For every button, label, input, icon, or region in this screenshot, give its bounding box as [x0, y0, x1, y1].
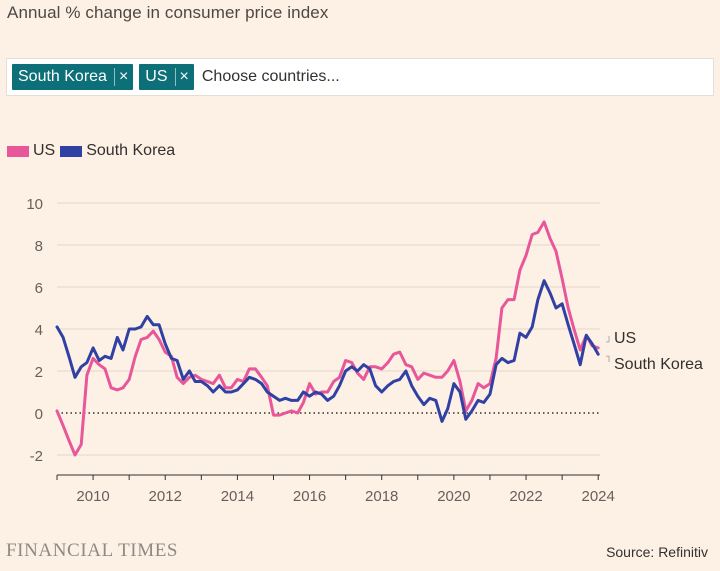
series-line-south-korea — [55, 279, 600, 423]
x-tick-label: 2012 — [149, 488, 182, 505]
y-tick-label: 8 — [35, 238, 43, 255]
country-selector[interactable]: South Korea × US × — [6, 58, 714, 96]
ft-logo: FINANCIAL TIMES — [6, 540, 179, 561]
x-tick-label: 2022 — [509, 488, 542, 505]
x-tick-label: 2016 — [293, 488, 326, 505]
line-chart: 10 8 6 4 2 0 -2 2010 2012 2014 2016 2018 2020 2022 202… — [26, 196, 703, 505]
x-tick-label: 2024 — [582, 488, 615, 505]
end-label-connector-south-korea — [606, 355, 610, 362]
legend-swatch-south-korea — [60, 145, 83, 157]
country-search-input[interactable] — [199, 68, 500, 86]
legend-item-us: US — [7, 142, 55, 160]
chip-separator — [174, 68, 176, 86]
source-note: Source: Refinitiv — [606, 544, 708, 560]
x-tick-label: 2020 — [437, 488, 470, 505]
chip-south-korea[interactable]: South Korea × — [12, 64, 134, 90]
y-tick-label: 2 — [35, 364, 43, 381]
y-tick-label: 6 — [35, 280, 43, 297]
close-icon[interactable]: × — [179, 68, 189, 85]
y-tick-label: 4 — [35, 322, 43, 339]
x-tick-label: 2010 — [76, 488, 109, 505]
end-label-connector-us — [606, 336, 610, 343]
y-tick-label: 0 — [35, 406, 43, 423]
legend-swatch-us — [7, 145, 29, 157]
x-tick-label: 2014 — [221, 488, 254, 505]
end-label-us: US — [614, 330, 636, 347]
y-tick-label: 10 — [26, 196, 43, 213]
chip-separator — [113, 68, 115, 86]
end-label-south-korea: South Korea — [614, 356, 703, 373]
legend-label-south-korea: South Korea — [86, 142, 176, 159]
series-line-us — [55, 220, 600, 457]
chip-us[interactable]: US × — [139, 64, 194, 90]
chart-legend: US South Korea — [7, 142, 180, 160]
y-tick-label: -2 — [30, 448, 43, 465]
close-icon[interactable]: × — [118, 68, 129, 85]
chart-title: Annual % change in consumer price index — [7, 3, 329, 22]
chip-label: US — [145, 68, 168, 85]
legend-label-us: US — [33, 142, 56, 159]
legend-item-south-korea: South Korea — [60, 142, 175, 160]
chip-label: South Korea — [18, 68, 107, 85]
x-tick-label: 2018 — [365, 488, 398, 505]
